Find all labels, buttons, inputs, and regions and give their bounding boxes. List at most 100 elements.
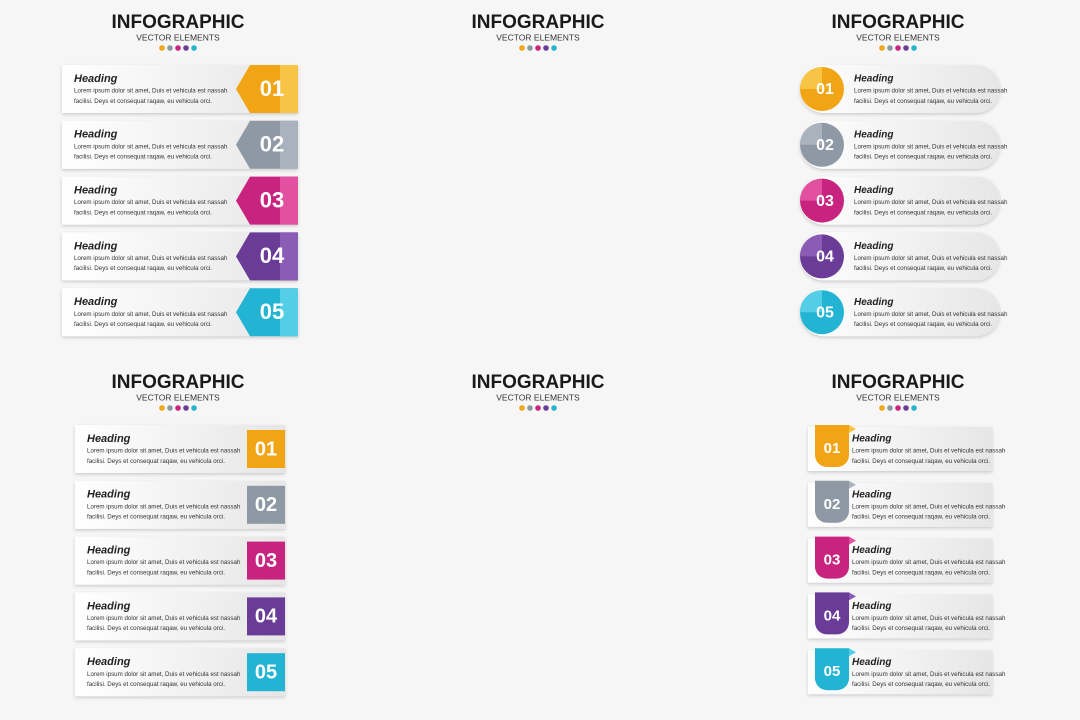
color-dot	[175, 45, 181, 51]
item-text: Lorem ipsum dolor sit amet, Duis et vehi…	[852, 448, 1006, 455]
color-dot	[551, 45, 557, 51]
item-heading: Heading	[87, 489, 131, 501]
panel-title: INFOGRAPHIC	[832, 12, 965, 33]
item-text: Lorem ipsum dolor sit amet, Duis et vehi…	[87, 503, 241, 510]
list-item: 03 Heading Lorem ipsum dolor sit amet, Dui…	[800, 176, 1008, 225]
list-item: 05 Heading Lorem ipsum dolor sit amet, Dui…	[800, 288, 1008, 337]
item-number: 05	[260, 299, 284, 324]
item-heading: Heading	[74, 129, 118, 141]
color-dot	[175, 405, 181, 411]
card	[800, 65, 1000, 113]
list-item: 01 Heading Lorem ipsum dolor sit amet, Dui…	[808, 425, 1006, 471]
color-dot	[191, 405, 197, 411]
item-text: facilisi. Deys et consequat raqaw, eu ve…	[852, 458, 990, 465]
item-heading: Heading	[74, 240, 118, 252]
item-number: 04	[824, 607, 841, 624]
list-item: 05 Heading Lorem ipsum dolor sit amet, Dui…	[62, 288, 298, 337]
item-text: Lorem ipsum dolor sit amet, Duis et vehi…	[854, 199, 1008, 206]
list-item: 03 Heading Lorem ipsum dolor sit amet, Dui…	[62, 176, 298, 225]
color-dot	[527, 405, 533, 411]
panel-title: INFOGRAPHIC	[112, 12, 245, 33]
item-heading: Heading	[854, 185, 893, 196]
item-heading: Heading	[854, 74, 893, 85]
color-dot	[159, 405, 165, 411]
list-item: 02 Heading Lorem ipsum dolor sit amet, Dui…	[75, 480, 285, 529]
number-square	[247, 430, 285, 468]
list-item: 04 Heading Lorem ipsum dolor sit amet, Dui…	[800, 232, 1008, 281]
number-tag	[815, 536, 849, 579]
tag-fold	[849, 536, 856, 545]
panel-subtitle: VECTOR ELEMENTS	[496, 32, 580, 42]
item-number: 04	[260, 243, 285, 268]
number-tag	[815, 648, 849, 691]
item-text: facilisi. Deys et consequat raqaw, eu ve…	[854, 265, 992, 272]
color-dot	[167, 45, 173, 51]
number-circle-highlight	[800, 178, 822, 201]
list-item: 03 Heading Lorem ipsum dolor sit amet, Dui…	[808, 536, 1006, 583]
panel-subtitle: VECTOR ELEMENTS	[496, 392, 580, 402]
card	[800, 176, 1000, 225]
number-tag	[815, 592, 849, 635]
list-item: 01 Heading Lorem ipsum dolor sit amet, Dui…	[800, 65, 1008, 113]
item-text: Lorem ipsum dolor sit amet, Duis et vehi…	[854, 143, 1008, 150]
item-heading: Heading	[74, 296, 118, 308]
item-heading: Heading	[87, 656, 131, 668]
color-dot	[167, 405, 173, 411]
number-square	[247, 653, 285, 692]
card	[800, 232, 1000, 281]
panel-subtitle: VECTOR ELEMENTS	[136, 32, 220, 42]
item-text: facilisi. Deys et consequat raqaw, eu ve…	[852, 681, 990, 688]
item-text: facilisi. Deys et consequat raqaw, eu ve…	[87, 569, 225, 576]
color-dot	[159, 45, 165, 51]
item-number: 02	[824, 496, 841, 513]
item-text: facilisi. Deys et consequat raqaw, eu ve…	[852, 569, 990, 576]
item-text: Lorem ipsum dolor sit amet, Duis et vehi…	[74, 143, 228, 150]
item-text: facilisi. Deys et consequat raqaw, eu ve…	[852, 625, 990, 632]
item-text: Lorem ipsum dolor sit amet, Duis et vehi…	[87, 671, 241, 678]
color-dot	[903, 405, 909, 411]
number-square	[247, 485, 285, 524]
item-number: 03	[824, 552, 841, 569]
color-dot	[887, 45, 893, 51]
number-tab-highlight	[280, 65, 298, 113]
item-text: facilisi. Deys et consequat raqaw, eu ve…	[852, 514, 990, 521]
color-dot	[535, 45, 541, 51]
tag-fold	[849, 425, 856, 433]
tag-fold	[849, 592, 856, 601]
item-text: facilisi. Deys et consequat raqaw, eu ve…	[87, 625, 225, 632]
item-text: Lorem ipsum dolor sit amet, Duis et vehi…	[852, 503, 1006, 510]
item-text: facilisi. Deys et consequat raqaw, eu ve…	[87, 681, 225, 688]
item-text: Lorem ipsum dolor sit amet, Duis et vehi…	[852, 615, 1006, 622]
color-dot	[895, 45, 901, 51]
card	[800, 288, 1000, 337]
item-text: facilisi. Deys et consequat raqaw, eu ve…	[854, 321, 992, 328]
color-dot	[543, 405, 549, 411]
item-text: facilisi. Deys et consequat raqaw, eu ve…	[74, 98, 212, 105]
list-item: 04 Heading Lorem ipsum dolor sit amet, Dui…	[808, 592, 1006, 639]
item-number: 01	[255, 438, 277, 460]
panel-title: INFOGRAPHIC	[832, 372, 965, 393]
list-item: 02 Heading Lorem ipsum dolor sit amet, Dui…	[808, 480, 1006, 527]
item-heading: Heading	[74, 73, 118, 85]
list-item: 03 Heading Lorem ipsum dolor sit amet, Dui…	[75, 536, 285, 585]
list-item: 02 Heading Lorem ipsum dolor sit amet, Dui…	[62, 120, 298, 169]
item-number: 03	[260, 187, 284, 212]
number-circle-highlight	[800, 290, 822, 313]
item-text: facilisi. Deys et consequat raqaw, eu ve…	[87, 458, 225, 465]
color-dot	[519, 45, 525, 51]
number-square	[247, 541, 285, 580]
item-number: 01	[816, 81, 834, 98]
item-text: facilisi. Deys et consequat raqaw, eu ve…	[854, 98, 992, 105]
list-item: 01 Heading Lorem ipsum dolor sit amet, Dui…	[62, 65, 298, 113]
item-heading: Heading	[854, 297, 893, 308]
item-number: 01	[824, 440, 841, 457]
item-text: Lorem ipsum dolor sit amet, Duis et vehi…	[854, 255, 1008, 262]
color-dot	[911, 45, 917, 51]
panel-title: INFOGRAPHIC	[112, 372, 245, 393]
item-number: 02	[255, 494, 277, 516]
list-item: 04 Heading Lorem ipsum dolor sit amet, Dui…	[62, 232, 298, 281]
